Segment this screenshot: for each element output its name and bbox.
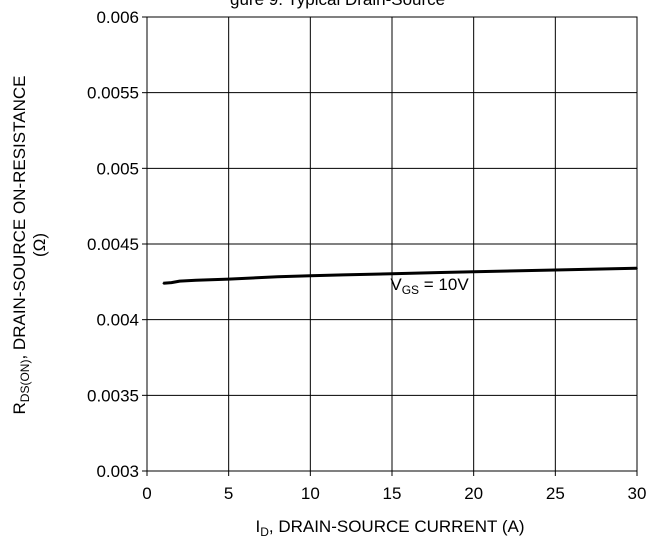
data-point: [227, 278, 230, 280]
x-axis-title: ID, DRAIN-SOURCE CURRENT (A): [255, 517, 524, 539]
series-annotation: VGS = 10V: [390, 275, 469, 297]
y-tick-label: 0.0045: [87, 235, 139, 254]
data-point: [472, 270, 475, 273]
y-tick-label: 0.005: [96, 159, 139, 178]
data-point: [554, 269, 557, 271]
data-point: [170, 281, 173, 284]
x-tick-label: 20: [464, 484, 483, 503]
x-tick-labels: 0 5 10 15 20 25 30: [142, 484, 646, 503]
data-point: [162, 282, 165, 285]
svg-text:RDS(ON), DRAIN-SOURCE ON-RESIS: RDS(ON), DRAIN-SOURCE ON-RESISTANCE: [10, 76, 32, 415]
x-tick-label: 0: [142, 484, 151, 503]
data-point: [440, 271, 442, 274]
data-point: [195, 279, 197, 282]
x-tick-label: 15: [383, 484, 402, 503]
data-point: [391, 272, 393, 275]
data-point: [178, 280, 181, 282]
data-point: [309, 274, 312, 277]
series-group: [162, 266, 638, 285]
chart-title-fragment: gure 9. Typical Drain-Source: [230, 0, 445, 9]
data-point: [342, 274, 344, 276]
x-tick-label: 10: [301, 484, 320, 503]
y-axis-title: RDS(ON), DRAIN-SOURCE ON-RESISTANCE (Ω): [10, 76, 49, 415]
x-tick-label: 30: [628, 484, 647, 503]
grid: [142, 16, 638, 476]
y-tick-label: 0.0035: [87, 386, 139, 405]
y-tick-label: 0.0055: [87, 84, 139, 103]
data-point: [636, 267, 638, 270]
y-tick-label: 0.003: [96, 462, 139, 481]
svg-text:(Ω): (Ω): [30, 233, 49, 257]
y-tick-label: 0.006: [96, 8, 139, 27]
y-tick-label: 0.004: [96, 311, 139, 330]
x-tick-label: 5: [224, 484, 233, 503]
x-tick-label: 25: [546, 484, 565, 503]
y-tick-labels: 0.003 0.0035 0.004 0.0045 0.005 0.0055 0.006: [87, 8, 139, 481]
data-point: [276, 276, 279, 278]
